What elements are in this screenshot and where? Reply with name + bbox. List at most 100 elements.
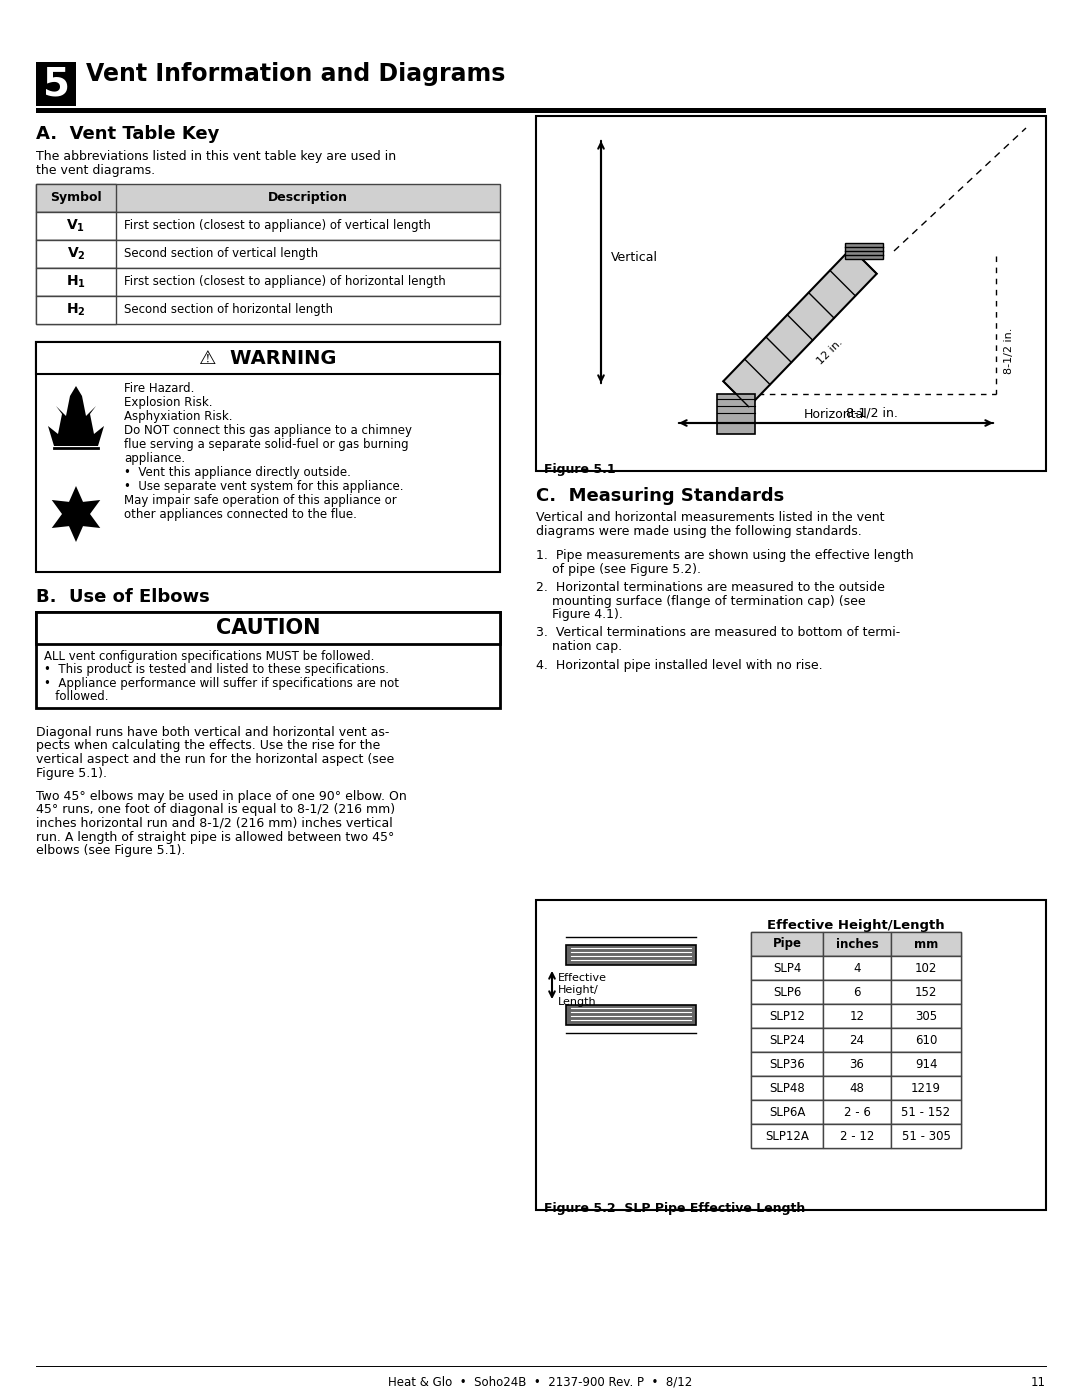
Text: 51 - 305: 51 - 305 bbox=[902, 1130, 950, 1143]
Text: inches: inches bbox=[836, 937, 878, 950]
Bar bbox=[751, 956, 823, 981]
Bar bbox=[891, 1028, 961, 1052]
Bar bbox=[717, 394, 755, 434]
Text: A.  Vent Table Key: A. Vent Table Key bbox=[36, 124, 219, 142]
Text: Figure 4.1).: Figure 4.1). bbox=[536, 608, 623, 622]
Text: ⚠  WARNING: ⚠ WARNING bbox=[199, 348, 337, 367]
Bar bbox=[751, 1052, 961, 1076]
Text: 12: 12 bbox=[850, 1010, 864, 1023]
Text: •  Appliance performance will suffer if specifications are not: • Appliance performance will suffer if s… bbox=[44, 678, 399, 690]
Text: First section (closest to appliance) of horizontal length: First section (closest to appliance) of … bbox=[124, 275, 446, 289]
Text: The abbreviations listed in this vent table key are used in: The abbreviations listed in this vent ta… bbox=[36, 149, 396, 163]
Text: run. A length of straight pipe is allowed between two 45°: run. A length of straight pipe is allowe… bbox=[36, 830, 394, 844]
Text: Horizontal: Horizontal bbox=[805, 408, 868, 420]
Text: flue serving a separate solid-fuel or gas burning: flue serving a separate solid-fuel or ga… bbox=[124, 439, 408, 451]
Bar bbox=[891, 1099, 961, 1125]
Text: 12 in.: 12 in. bbox=[815, 338, 845, 367]
Text: SLP12A: SLP12A bbox=[765, 1130, 809, 1143]
Bar bbox=[36, 212, 116, 240]
Text: Vertical: Vertical bbox=[611, 251, 658, 264]
Text: 2 - 6: 2 - 6 bbox=[843, 1105, 870, 1119]
Bar bbox=[823, 1028, 891, 1052]
Text: 1.  Pipe measurements are shown using the effective length: 1. Pipe measurements are shown using the… bbox=[536, 549, 914, 562]
Text: SLP6: SLP6 bbox=[773, 985, 801, 999]
Text: C.  Measuring Standards: C. Measuring Standards bbox=[536, 488, 784, 504]
Text: 152: 152 bbox=[915, 985, 937, 999]
Bar bbox=[751, 1052, 823, 1076]
Bar bbox=[36, 342, 500, 374]
Text: mounting surface (flange of termination cap) (see: mounting surface (flange of termination … bbox=[536, 595, 866, 608]
Text: Figure 5.1).: Figure 5.1). bbox=[36, 767, 107, 780]
Bar bbox=[36, 342, 500, 571]
Bar bbox=[536, 116, 1047, 471]
Bar bbox=[36, 612, 500, 644]
Bar bbox=[891, 1004, 961, 1028]
Text: Vent Information and Diagrams: Vent Information and Diagrams bbox=[86, 61, 505, 87]
Text: Pipe: Pipe bbox=[772, 937, 801, 950]
Text: 8-1/2 in.: 8-1/2 in. bbox=[846, 407, 897, 419]
Bar bbox=[751, 1125, 823, 1148]
Text: SLP24: SLP24 bbox=[769, 1034, 805, 1046]
Bar bbox=[36, 268, 116, 296]
Text: Two 45° elbows may be used in place of one 90° elbow. On: Two 45° elbows may be used in place of o… bbox=[36, 789, 407, 803]
Text: 4: 4 bbox=[853, 961, 861, 975]
Text: 2.  Horizontal terminations are measured to the outside: 2. Horizontal terminations are measured … bbox=[536, 581, 885, 594]
Bar bbox=[891, 981, 961, 1004]
Text: SLP36: SLP36 bbox=[769, 1058, 805, 1070]
Text: B.  Use of Elbows: B. Use of Elbows bbox=[36, 588, 210, 606]
Text: Heat & Glo  •  Soho24B  •  2137-900 Rev. P  •  8/12: Heat & Glo • Soho24B • 2137-900 Rev. P •… bbox=[388, 1376, 692, 1389]
Bar bbox=[36, 240, 116, 268]
Text: 36: 36 bbox=[850, 1058, 864, 1070]
Bar bbox=[36, 108, 1047, 113]
Bar bbox=[566, 1004, 696, 1025]
Bar bbox=[36, 296, 500, 324]
Text: $\mathbf{H_2}$: $\mathbf{H_2}$ bbox=[66, 302, 85, 319]
Bar bbox=[751, 1099, 823, 1125]
Text: SLP48: SLP48 bbox=[769, 1081, 805, 1094]
Polygon shape bbox=[52, 486, 100, 542]
Text: •  Use separate vent system for this appliance.: • Use separate vent system for this appl… bbox=[124, 481, 404, 493]
Text: Explosion Risk.: Explosion Risk. bbox=[124, 395, 213, 409]
Text: 305: 305 bbox=[915, 1010, 937, 1023]
Bar bbox=[751, 981, 961, 1004]
Bar bbox=[823, 981, 891, 1004]
Text: 1219: 1219 bbox=[912, 1081, 941, 1094]
Bar bbox=[751, 1099, 961, 1125]
Text: $\mathbf{H_1}$: $\mathbf{H_1}$ bbox=[66, 274, 86, 291]
Text: Effective Height/Length: Effective Height/Length bbox=[767, 919, 945, 933]
Text: the vent diagrams.: the vent diagrams. bbox=[36, 163, 156, 177]
Bar bbox=[36, 184, 116, 212]
Text: 2 - 12: 2 - 12 bbox=[840, 1130, 874, 1143]
Text: appliance.: appliance. bbox=[124, 453, 185, 465]
Bar bbox=[845, 243, 883, 258]
Bar bbox=[823, 1076, 891, 1099]
Text: 6: 6 bbox=[853, 985, 861, 999]
Text: 48: 48 bbox=[850, 1081, 864, 1094]
Text: 45° runs, one foot of diagonal is equal to 8-1/2 (216 mm): 45° runs, one foot of diagonal is equal … bbox=[36, 803, 395, 816]
Bar bbox=[823, 1004, 891, 1028]
Text: inches horizontal run and 8-1/2 (216 mm) inches vertical: inches horizontal run and 8-1/2 (216 mm)… bbox=[36, 817, 393, 830]
Bar bbox=[751, 1076, 823, 1099]
Text: other appliances connected to the flue.: other appliances connected to the flue. bbox=[124, 509, 356, 521]
Bar bbox=[751, 956, 961, 981]
Text: 11: 11 bbox=[1031, 1376, 1047, 1389]
Text: SLP4: SLP4 bbox=[773, 961, 801, 975]
Text: 24: 24 bbox=[850, 1034, 864, 1046]
Text: Do NOT connect this gas appliance to a chimney: Do NOT connect this gas appliance to a c… bbox=[124, 425, 411, 437]
Bar bbox=[36, 296, 116, 324]
Text: SLP12: SLP12 bbox=[769, 1010, 805, 1023]
Text: Effective
Height/
Length: Effective Height/ Length bbox=[558, 974, 607, 1007]
Bar bbox=[823, 1052, 891, 1076]
Text: •  Vent this appliance directly outside.: • Vent this appliance directly outside. bbox=[124, 467, 351, 479]
Text: diagrams were made using the following standards.: diagrams were made using the following s… bbox=[536, 525, 862, 538]
Text: ALL vent configuration specifications MUST be followed.: ALL vent configuration specifications MU… bbox=[44, 650, 375, 664]
Text: of pipe (see Figure 5.2).: of pipe (see Figure 5.2). bbox=[536, 563, 701, 576]
Bar bbox=[751, 1028, 823, 1052]
Text: followed.: followed. bbox=[44, 690, 108, 704]
Text: 4.  Horizontal pipe installed level with no rise.: 4. Horizontal pipe installed level with … bbox=[536, 658, 823, 672]
Bar bbox=[823, 932, 891, 956]
Text: 3.  Vertical terminations are measured to bottom of termi-: 3. Vertical terminations are measured to… bbox=[536, 626, 901, 640]
Text: 610: 610 bbox=[915, 1034, 937, 1046]
Text: mm: mm bbox=[914, 937, 939, 950]
Text: SLP6A: SLP6A bbox=[769, 1105, 806, 1119]
